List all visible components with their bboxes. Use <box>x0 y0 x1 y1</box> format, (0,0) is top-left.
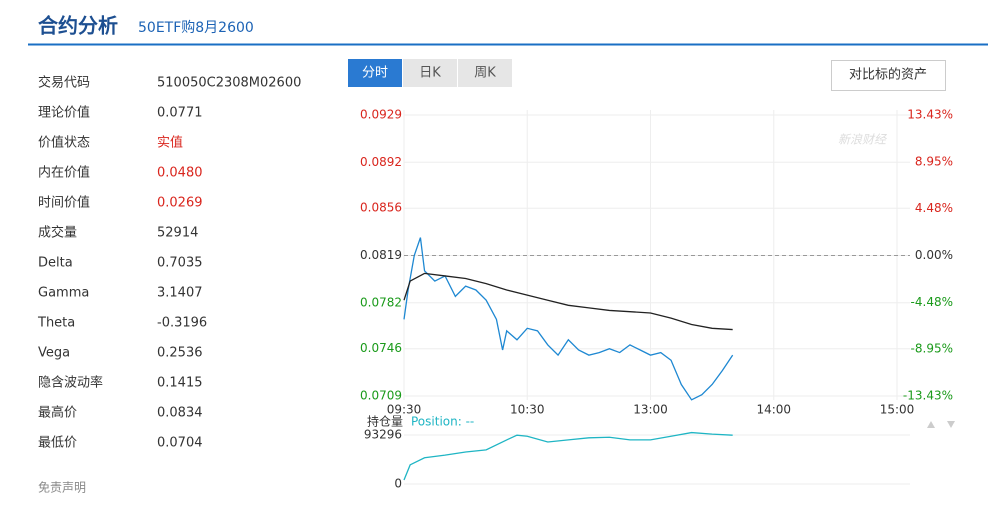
series-line <box>403 272 733 331</box>
y-tick-label: 0.0782 <box>360 295 402 309</box>
scroll-up[interactable] <box>927 421 935 428</box>
info-value: -0.3196 <box>157 316 207 331</box>
info-value: 0.0704 <box>157 436 203 451</box>
page-title: 合约分析 <box>38 14 118 38</box>
x-tick-label: 09:30 <box>387 403 422 417</box>
info-value: 0.0771 <box>157 106 203 121</box>
scroll-down[interactable] <box>947 421 955 428</box>
position-legend: Position: -- <box>411 415 474 429</box>
info-label: Delta <box>38 256 73 271</box>
page-subtitle: 50ETF购8月2600 <box>138 20 254 36</box>
y2-tick-label: 4.48% <box>915 201 953 215</box>
info-value: 52914 <box>157 226 198 241</box>
y-tick-label: 0.0892 <box>360 155 402 169</box>
info-value: 0.1415 <box>157 376 203 391</box>
y2-tick-label: -4.48% <box>911 295 953 309</box>
tab-label[interactable]: 周K <box>474 66 496 81</box>
info-label: Theta <box>37 316 75 331</box>
compare-button-label[interactable]: 对比标的资产 <box>849 67 927 83</box>
x-tick-label: 10:30 <box>510 403 545 417</box>
info-value: 0.0834 <box>157 406 203 421</box>
y2-tick-label: -8.95% <box>911 342 953 356</box>
tab[interactable] <box>348 59 402 87</box>
info-label: 理论价值 <box>38 105 90 121</box>
tab-bar: 分时 日K 周K <box>348 59 512 87</box>
tab-label[interactable]: 日K <box>419 66 441 81</box>
info-value: 3.1407 <box>157 286 203 301</box>
info-label: 最低价 <box>38 436 77 451</box>
tab[interactable] <box>458 59 512 87</box>
info-label: 时间价值 <box>38 195 90 211</box>
info-label: 最高价 <box>38 405 77 421</box>
y2-tick-label: -13.43% <box>903 389 953 403</box>
tab-label[interactable]: 分时 <box>362 66 388 81</box>
position-title: 持仓量 <box>367 414 403 429</box>
x-tick-label: 13:00 <box>633 403 668 417</box>
info-value: 0.7035 <box>157 256 203 271</box>
info-value: 0.0269 <box>157 196 203 211</box>
y-tick-label: 0.0746 <box>360 341 402 355</box>
y-tick-label: 0 <box>394 477 402 491</box>
info-value: 实值 <box>157 135 183 151</box>
series-line <box>403 237 734 401</box>
tab[interactable] <box>403 59 457 87</box>
x-tick-label: 15:00 <box>880 403 915 417</box>
info-label: Gamma <box>38 286 89 301</box>
info-label: 成交量 <box>38 225 77 241</box>
y-tick-label: 0.0929 <box>360 108 402 122</box>
info-value: 510050C2308M02600 <box>157 76 301 91</box>
info-value: 0.0480 <box>157 166 203 181</box>
y-tick-label: 0.0856 <box>360 201 402 215</box>
y-tick-label: 0.0709 <box>360 389 402 403</box>
x-tick-label: 14:00 <box>756 403 791 417</box>
y2-tick-label: 8.95% <box>915 154 953 168</box>
series-line <box>403 431 733 481</box>
compare-button[interactable] <box>831 60 946 91</box>
info-value: 0.2536 <box>157 346 203 361</box>
disclaimer-link[interactable]: 免责声明 <box>38 480 86 495</box>
watermark: 新浪财经 <box>838 133 888 147</box>
y-tick-label: 0.0819 <box>360 248 402 262</box>
info-panel: 交易代码 510050C2308M02600 理论价值 0.0771 价值状态 实值内在价… <box>37 75 301 451</box>
info-label: 内在价值 <box>38 165 90 181</box>
info-label: 隐含波动率 <box>38 375 103 391</box>
info-label: Vega <box>38 346 70 361</box>
info-label: 交易代码 <box>38 75 90 91</box>
price-chart: 09:30 10:30 13:00 14:00 15:00 0.0929 0.0892 0.0… <box>360 108 953 491</box>
info-label: 价值状态 <box>38 135 90 151</box>
y2-tick-label: 13.43% <box>907 108 953 122</box>
y-tick-label: 93296 <box>364 428 402 442</box>
y2-tick-label: 0.00% <box>915 248 953 262</box>
